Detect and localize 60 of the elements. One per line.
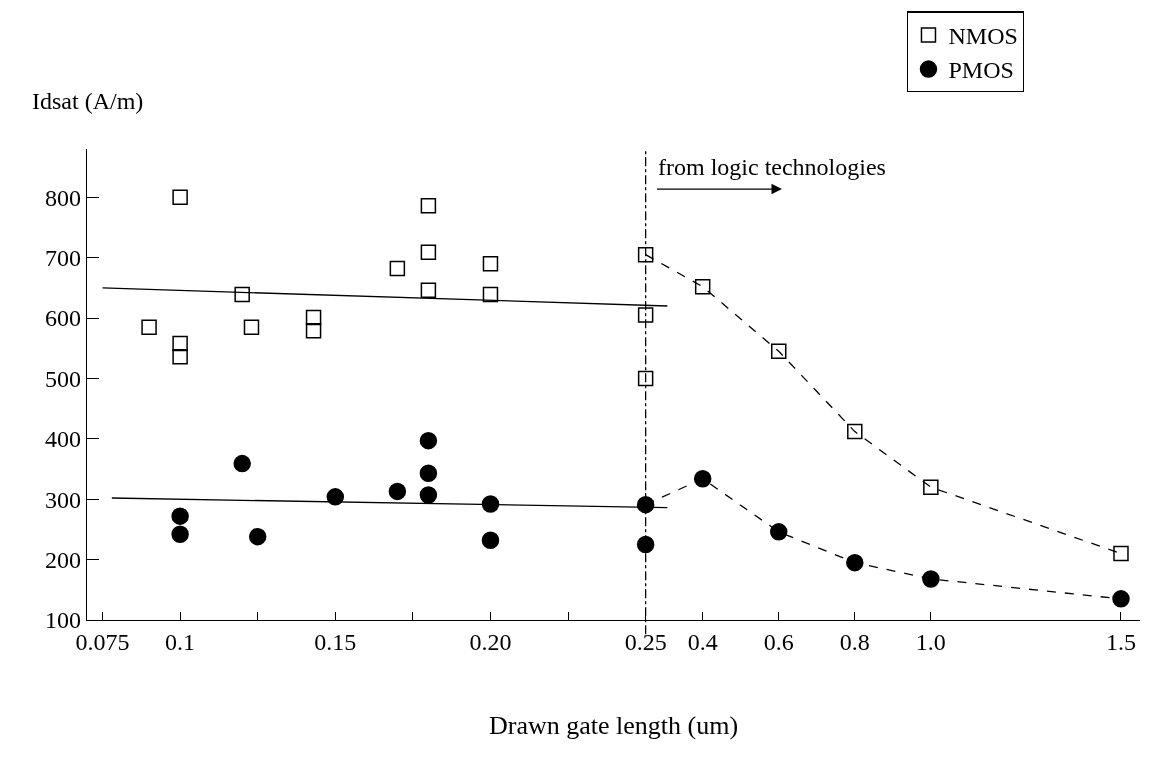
point <box>419 464 438 483</box>
point <box>389 260 406 277</box>
point <box>388 482 407 501</box>
point <box>172 348 188 365</box>
point <box>481 531 500 550</box>
point <box>922 570 940 588</box>
point <box>693 469 712 488</box>
x-axis-title: Drawn gate length (um) <box>489 711 739 740</box>
y-tick-label: 700 <box>45 245 82 272</box>
y-tick-label: 600 <box>45 305 82 332</box>
x-tick-label: 0.8 <box>839 628 870 655</box>
point <box>420 198 437 214</box>
point <box>923 479 939 495</box>
point <box>419 431 438 450</box>
x-tick-label: 0.20 <box>469 628 512 655</box>
point <box>171 525 189 543</box>
x-tick-label: 0.25 <box>624 628 667 655</box>
point <box>636 535 655 554</box>
annotation: from logic technologies <box>658 154 886 180</box>
point <box>172 189 188 206</box>
point <box>234 286 250 303</box>
point <box>847 423 863 440</box>
point <box>637 246 654 263</box>
point <box>1113 545 1129 562</box>
point <box>171 507 189 525</box>
point <box>846 553 864 572</box>
y-tick-label: 400 <box>45 426 82 453</box>
point <box>248 527 267 546</box>
point <box>233 454 251 473</box>
point <box>770 343 787 360</box>
y-tick-label: 500 <box>45 365 82 392</box>
legend-label: NMOS <box>948 23 1018 50</box>
y-tick-label: 300 <box>45 486 82 513</box>
y-tick-label: 800 <box>45 184 82 211</box>
point <box>420 282 437 299</box>
x-tick-label: 0.4 <box>687 628 718 655</box>
x-tick-label: 1.5 <box>1105 628 1136 655</box>
point <box>636 495 655 514</box>
point <box>482 286 499 303</box>
point <box>419 486 438 504</box>
point <box>1112 590 1130 608</box>
x-tick-label: 1.0 <box>915 628 946 655</box>
x-tick-label: 0.15 <box>314 628 357 655</box>
point <box>305 309 322 326</box>
point <box>172 335 188 352</box>
point <box>770 523 788 541</box>
point <box>482 255 499 272</box>
y-tick-label: 200 <box>45 547 82 574</box>
x-tick-label: 0.1 <box>165 628 196 655</box>
point <box>141 319 157 335</box>
point <box>637 370 654 387</box>
point <box>637 307 654 323</box>
point <box>694 278 711 295</box>
point <box>420 244 437 261</box>
point <box>243 319 260 335</box>
point <box>305 323 322 339</box>
x-tick-label: 0.6 <box>763 628 794 655</box>
legend-label: PMOS <box>948 57 1014 84</box>
point <box>481 495 500 513</box>
y-axis-title: Idsat (A/m) <box>32 88 144 114</box>
